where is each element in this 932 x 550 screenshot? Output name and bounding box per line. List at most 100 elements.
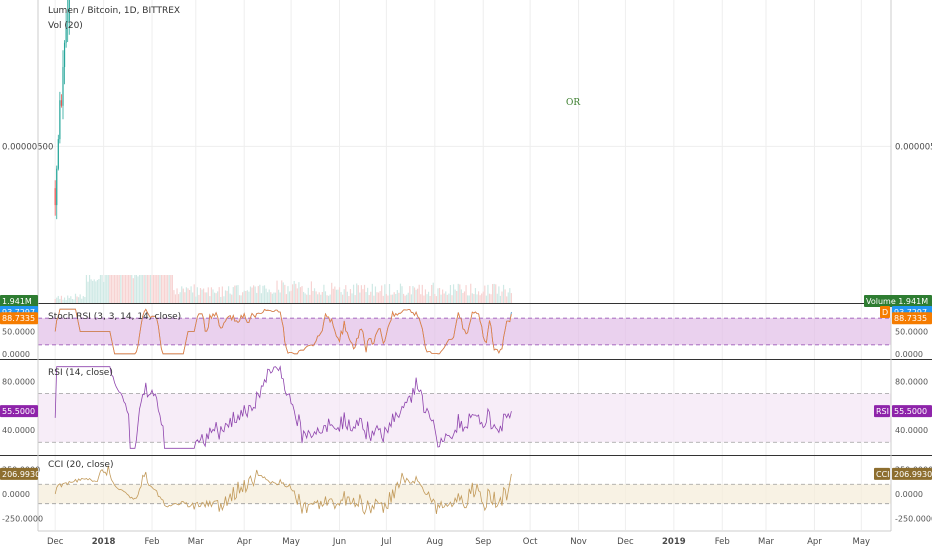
volume-bar [138,275,141,303]
volume-bar [481,293,483,303]
volume-bar [153,275,155,303]
volume-bar [338,287,341,303]
volume-bar [509,288,511,303]
volume-bar [187,288,189,303]
candle-body [65,22,67,43]
volume-bar [67,295,69,303]
cci-tick-right: 0.0000 [895,490,923,499]
volume-bar [224,290,227,303]
volume-bar [115,275,117,303]
stoch-band [38,318,891,345]
candle-body [67,21,69,23]
volume-bar [431,284,433,303]
volume-bar [134,275,136,303]
volume-bar [393,292,395,303]
x-tick-label: Nov [570,537,587,547]
volume-bar [204,292,206,303]
volume-bar [220,296,222,303]
volume-bar [184,292,186,303]
volume-bar [471,293,473,303]
volume-bar [448,293,450,303]
volume-bar [501,291,503,303]
volume-bar [498,286,500,303]
volume-bar [334,286,336,303]
volume-bar [54,299,56,303]
volume-bar [452,284,455,303]
volume-bar [87,281,89,303]
volume-badge-right-bg [864,295,932,307]
volume-bar [373,295,375,303]
candle-body [57,139,59,169]
volume-bar [99,275,102,303]
volume-bar [229,293,231,303]
volume-label: Vol (20) [48,21,83,31]
volume-bar [459,284,461,303]
volume-bar [215,293,217,303]
volume-bar [363,284,366,303]
volume-bar [92,280,94,303]
volume-bar [284,284,286,303]
volume-bar [121,275,123,303]
volume-bar [117,275,119,303]
candlesticks[interactable] [54,0,512,220]
volume-bar [157,275,159,303]
volume-bar [456,290,458,303]
volume-bar [173,290,175,303]
volume-bar [298,282,300,303]
rsi-band [38,393,891,443]
volume-bar [262,285,264,303]
volume-bar [340,292,342,303]
volume-bar [406,294,408,303]
x-tick-label: May [853,537,871,547]
volume-bar [490,294,492,303]
volume-bar [268,289,270,303]
volume-bar [435,296,437,303]
volume-bar [357,285,359,303]
volume-bar [290,290,292,303]
volume-bar [207,287,209,303]
volume-bar [409,286,411,303]
volume-bar [238,295,241,303]
volume-bar [285,294,288,303]
volume-bar [412,286,414,303]
volume-bar [360,285,362,303]
volume-bar [256,292,258,303]
volume-bar [212,289,214,303]
time-axis: Dec 2018 Feb Mar Apr May Jun Jul Aug Sep Oct Nov Dec… [38,530,891,547]
cci-line-0 [54,465,512,515]
volume-bar [307,287,309,303]
volume-bar [254,286,256,303]
volume-bar [56,297,58,303]
volume-bar [479,295,481,303]
volume-bar [382,295,384,303]
volume-bar [343,289,345,303]
volume-bar [395,293,397,303]
volume-bar [174,294,177,303]
volume-bar [159,275,161,303]
volume-bar [288,291,291,303]
volume-bar [63,297,66,303]
volume-bar [287,286,289,303]
rsi-tick-right: 80.0000 [895,377,928,386]
volume-bar [57,295,59,303]
candle-body [62,67,64,106]
x-tick-label: Mar [758,537,775,547]
volume-badge-left: 1.941M [2,297,32,306]
volume-bar [432,282,434,303]
volume-bar [248,291,250,303]
volume-bar [232,287,234,303]
volume-bar [349,289,352,303]
volume-bar [321,292,323,303]
volume-bar [485,295,487,303]
volume-bar [279,292,281,303]
volume-bar [293,280,295,303]
volume-bar [88,275,91,303]
volume-bar [195,296,197,303]
x-tick-label: Feb [145,537,160,547]
volume-bar [421,284,423,303]
x-tick-label: Feb [715,537,730,547]
volume-bar [79,294,81,303]
volume-bar [470,283,472,303]
volume-bar [384,284,386,303]
